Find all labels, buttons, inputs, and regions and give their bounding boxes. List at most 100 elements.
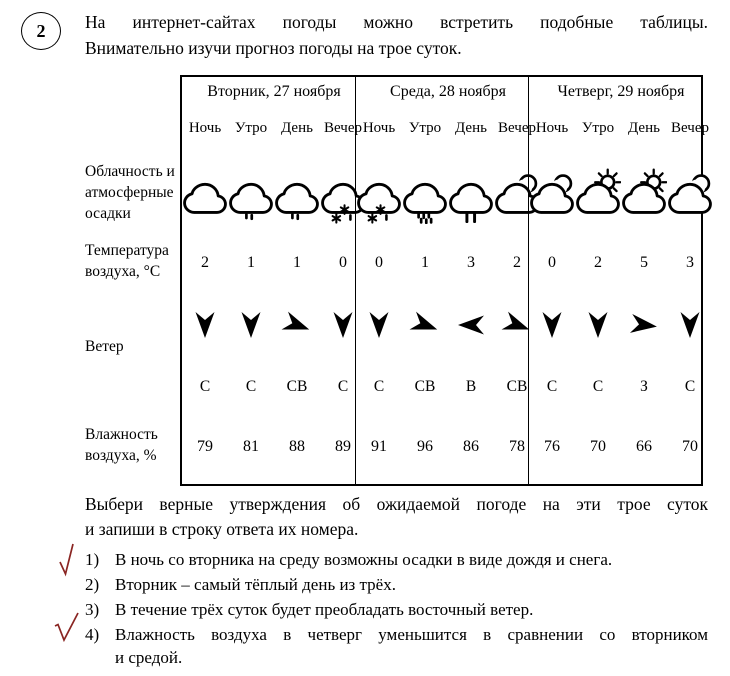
time-header: Утро — [408, 119, 442, 136]
cloud-drizzle-icon — [229, 182, 273, 220]
wind-arrow-cell — [228, 286, 274, 364]
wind-arrow-down-icon — [680, 312, 700, 338]
humidity-value: 70 — [590, 438, 606, 455]
day-date-header: Вторник, 27 ноября — [207, 83, 341, 100]
cloud-moon-icon — [530, 173, 574, 214]
temperature-value: 3 — [686, 253, 694, 271]
humidity-value: 89 — [335, 438, 351, 455]
time-header: Утро — [581, 119, 615, 136]
time-header: Ночь — [535, 119, 569, 136]
row-label-wind: Ветер — [85, 337, 124, 355]
wind-arrow-cell — [529, 286, 575, 364]
wind-arrow-cell — [448, 286, 494, 364]
cloud-sun-icon — [622, 168, 667, 214]
option-number: 3) — [85, 600, 100, 619]
wind-direction-label: С — [546, 378, 558, 395]
humidity-value: 81 — [243, 438, 259, 455]
temperature-value: 0 — [339, 253, 347, 271]
option-3: 3) В течение трёх суток будет преобладать… — [85, 598, 708, 621]
time-header: День — [281, 119, 313, 136]
time-header: День — [455, 119, 487, 136]
option-text: Вторник – самый тёплый день из трёх. — [115, 573, 708, 596]
weather-cell — [448, 149, 494, 239]
wind-arrow-cell — [621, 286, 667, 364]
weather-cell — [529, 149, 575, 239]
wind-arrow-down-right-icon — [501, 311, 530, 330]
humidity-value: 66 — [636, 438, 652, 455]
option-number: 2) — [85, 575, 100, 594]
temperature-value: 3 — [467, 253, 475, 271]
time-header: Утро — [234, 119, 268, 136]
wind-direction-label: З — [640, 378, 648, 395]
wind-arrow-down-right-icon — [281, 311, 310, 330]
humidity-value: 96 — [417, 438, 433, 455]
day-column-2: Среда, 28 ноября Ночь Утро День Вечер 0 1 3 2 С СВ… — [355, 77, 539, 484]
temperature-value: 1 — [293, 253, 301, 271]
wind-arrow-down-icon — [333, 312, 353, 338]
wind-arrow-cell — [182, 286, 228, 364]
option-line: Влажность воздуха в четверг уменьшится в… — [115, 625, 708, 644]
option-1: 1) В ночь со вторника на среду возможны о… — [59, 543, 708, 577]
wind-direction-label: В — [465, 378, 477, 395]
wind-arrow-left-icon — [458, 315, 484, 335]
temperature-value: 2 — [201, 253, 209, 271]
humidity-value: 70 — [682, 438, 698, 455]
temperature-value: 0 — [548, 253, 556, 271]
time-header: Ночь — [188, 119, 222, 136]
row-labels-column: Облачность и атмосферные осадки Температ… — [85, 75, 180, 486]
task-number-badge: 2 — [21, 12, 61, 50]
intro-line-1: На интернет-сайтах погоды можно встретит… — [85, 12, 708, 32]
weather-cell — [575, 149, 621, 239]
row-label-clouds: Облачность и атмосферные осадки — [85, 162, 175, 222]
wind-direction-label: С — [373, 378, 385, 395]
time-header: День — [628, 119, 660, 136]
task-number: 2 — [36, 20, 46, 41]
option-text: Влажность воздуха в четверг уменьшится в… — [115, 623, 708, 669]
wind-direction-label: СВ — [506, 378, 528, 395]
cloud-moon-icon — [668, 173, 712, 214]
humidity-value: 78 — [509, 438, 525, 455]
wind-arrow-cell — [494, 286, 540, 364]
wind-arrow-cell — [356, 286, 402, 364]
option-number: 1) — [85, 550, 100, 569]
checkmark-icon — [54, 612, 79, 643]
checkmark-icon — [59, 543, 74, 577]
day-date-header: Четверг, 29 ноября — [557, 83, 685, 100]
options-list: 1) В ночь со вторника на среду возможны о… — [54, 543, 708, 669]
option-4: 4) Влажность воздуха в четверг уменьшится… — [54, 612, 708, 669]
humidity-value: 76 — [544, 438, 560, 455]
cloud-sun-icon — [576, 168, 621, 214]
wind-arrow-cell — [274, 286, 320, 364]
row-label-humidity: Влажность воздуха, % — [85, 426, 158, 464]
temperature-value: 0 — [375, 253, 383, 271]
temperature-value: 5 — [640, 253, 648, 271]
option-text: В течение трёх суток будет преобладать в… — [115, 598, 708, 621]
cloud-sleet-icon — [321, 182, 365, 224]
day-column-3: Четверг, 29 ноября Ночь Утро День Вечер 0 2 5 3 С… — [528, 77, 712, 484]
humidity-value: 88 — [289, 438, 305, 455]
cloud-rain-icon — [449, 182, 493, 223]
time-header: Вечер — [324, 119, 362, 136]
day-date-header: Среда, 28 ноября — [390, 83, 506, 100]
wind-arrow-down-icon — [542, 312, 562, 338]
option-line: В течение трёх суток будет преобладать в… — [115, 600, 534, 619]
wind-direction-label: С — [337, 378, 349, 395]
cloud-sleet-icon — [357, 182, 401, 224]
question-line-2: и запиши в строку ответа их номера. — [85, 519, 359, 539]
time-header: Вечер — [498, 119, 536, 136]
wind-direction-label: СВ — [286, 378, 308, 395]
forecast-grid: Вторник, 27 ноября Ночь Утро День Вечер 2 1 1 0 С… — [180, 75, 712, 486]
wind-arrow-down-icon — [588, 312, 608, 338]
wind-direction-label: С — [245, 378, 257, 395]
weather-cell — [182, 149, 228, 239]
intro-text: На интернет-сайтах погоды можно встретит… — [85, 9, 708, 61]
intro-line-2: Внимательно изучи прогноз погоды на трое… — [85, 38, 462, 58]
option-line: и средой. — [115, 648, 183, 667]
weather-cell — [228, 149, 274, 239]
wind-direction-label: С — [592, 378, 604, 395]
temperature-value: 2 — [594, 253, 602, 271]
option-number: 4) — [85, 625, 100, 644]
wind-arrow-cell — [575, 286, 621, 364]
cloud-drizzle-icon — [275, 182, 319, 220]
time-header: Вечер — [671, 119, 709, 136]
